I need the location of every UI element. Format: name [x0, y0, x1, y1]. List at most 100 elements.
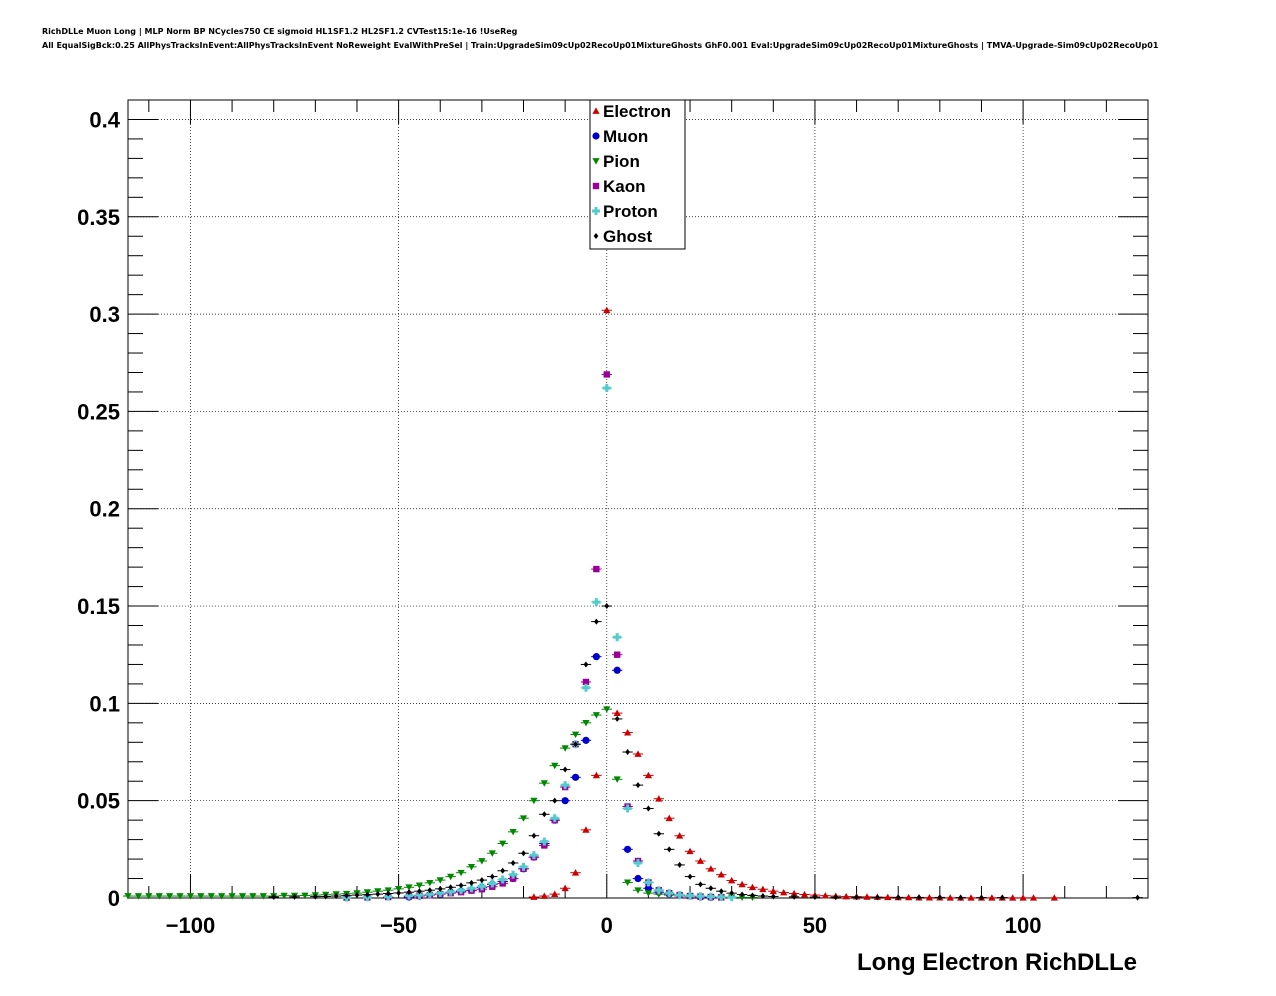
data-point: [582, 719, 590, 727]
data-point: [447, 873, 455, 881]
data-point: [698, 881, 703, 888]
data-point: [249, 893, 257, 900]
data-point: [999, 894, 1005, 901]
data-point: [385, 890, 391, 897]
cross-v: [490, 879, 494, 888]
cross-v: [511, 870, 515, 879]
data-point: [770, 893, 776, 900]
data-point: [561, 797, 569, 805]
data-point: [571, 773, 580, 781]
data-point: [467, 884, 476, 893]
data-point: [477, 882, 486, 891]
data-point: [623, 879, 632, 887]
data-point: [1019, 894, 1027, 901]
data-point: [540, 780, 548, 787]
data-point: [1050, 894, 1058, 901]
data-point: [145, 893, 153, 900]
data-point: [729, 890, 735, 897]
data-point: [499, 840, 507, 848]
data-point: [604, 603, 610, 610]
cross-v: [626, 804, 630, 813]
data-point: [603, 306, 611, 314]
legend-item-kaon: Kaon: [592, 177, 646, 196]
data-point: [634, 887, 642, 894]
data-point: [384, 892, 393, 901]
data-point: [354, 892, 360, 899]
data-point: [344, 892, 349, 899]
data-point: [364, 891, 370, 898]
data-point: [582, 736, 590, 744]
data-point: [561, 884, 569, 892]
data-point: [759, 885, 767, 893]
cross-v: [719, 893, 723, 902]
data-point: [686, 847, 694, 855]
legend-marker: [592, 182, 600, 190]
cross-v: [657, 886, 661, 895]
x-tick-label: −50: [380, 913, 417, 938]
data-point: [675, 891, 684, 900]
cross-v: [532, 851, 536, 860]
x-axis-title: Long Electron RichDLLe: [857, 949, 1137, 976]
data-point: [467, 863, 476, 871]
data-point: [395, 885, 403, 893]
data-point: [696, 892, 705, 901]
legend-item-ghost: Ghost: [593, 227, 652, 246]
data-point: [415, 891, 424, 900]
data-point: [571, 869, 580, 876]
data-point: [656, 830, 662, 837]
data-point: [718, 888, 724, 895]
data-point: [925, 894, 934, 901]
cross-v: [605, 384, 609, 393]
data-point: [708, 885, 714, 892]
data-point: [842, 892, 850, 900]
legend-label: Electron: [603, 102, 671, 121]
data-point: [666, 846, 672, 853]
data-point: [717, 893, 726, 902]
data-point: [426, 879, 434, 887]
data-point: [592, 771, 600, 779]
data-point: [614, 715, 620, 722]
y-tick-label: 0.05: [77, 789, 120, 814]
data-point: [603, 706, 611, 713]
data-point: [417, 888, 422, 895]
data-point: [292, 893, 297, 900]
data-point: [541, 811, 547, 818]
data-point: [1009, 894, 1017, 901]
data-point: [550, 814, 559, 823]
data-point: [519, 862, 528, 871]
data-point: [498, 875, 507, 884]
data-point: [707, 865, 715, 872]
data-point: [750, 892, 755, 899]
data-point: [551, 890, 559, 897]
data-point: [593, 565, 600, 573]
data-point: [155, 893, 163, 900]
data-point: [634, 874, 642, 883]
header-line-2: All EqualSigBck:0.25 AllPhysTracksInEven…: [42, 41, 1159, 50]
data-point: [540, 837, 549, 846]
data-point: [457, 869, 465, 877]
data-point: [259, 893, 267, 900]
data-point: [562, 766, 568, 773]
legend-item-electron: Electron: [592, 102, 671, 121]
cross-v: [594, 598, 598, 607]
data-point: [427, 887, 433, 894]
data-point: [238, 893, 247, 900]
data-point: [592, 653, 600, 661]
cross-v: [449, 887, 453, 896]
data-point: [988, 894, 996, 901]
data-point: [186, 893, 195, 900]
data-point: [644, 884, 653, 892]
data-point: [790, 889, 798, 897]
data-point: [531, 832, 537, 839]
data-point: [800, 890, 809, 898]
data-point: [540, 892, 548, 899]
cross-v: [667, 889, 671, 898]
data-point: [635, 782, 641, 789]
data-point: [446, 887, 455, 896]
data-point: [375, 891, 381, 898]
data-point: [863, 893, 871, 900]
data-point: [623, 728, 632, 736]
data-point: [510, 859, 516, 866]
legend-marker: [592, 158, 600, 165]
data-point: [979, 894, 984, 901]
